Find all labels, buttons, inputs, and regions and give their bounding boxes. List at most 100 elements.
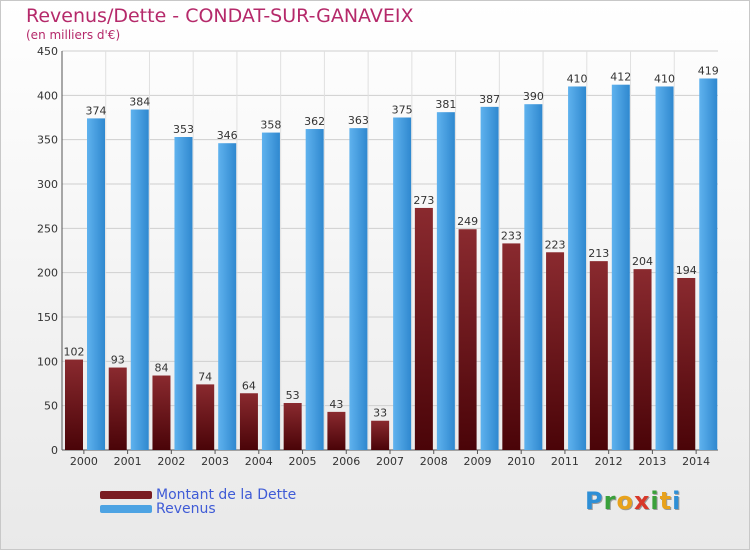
brand-logo: Proxiti [585, 487, 681, 515]
data-label-revenus: 412 [610, 71, 631, 84]
brand-letter: t [659, 487, 673, 515]
x-tick-label: 2011 [551, 455, 579, 468]
x-tick-label: 2008 [420, 455, 448, 468]
bar-dette [283, 403, 302, 450]
y-tick-label: 350 [37, 134, 58, 147]
legend-swatch-revenus [100, 505, 152, 513]
bar-dette [327, 411, 346, 450]
data-label-dette: 204 [632, 255, 653, 268]
y-tick-label: 300 [37, 178, 58, 191]
y-tick-label: 150 [37, 311, 58, 324]
bar-dette [589, 261, 608, 450]
bar-dette [502, 243, 521, 450]
y-tick-label: 0 [51, 444, 58, 457]
bar-revenus [261, 132, 280, 450]
data-label-revenus: 374 [86, 104, 107, 117]
brand-letter: i [650, 487, 660, 515]
data-label-revenus: 346 [217, 129, 238, 142]
x-tick-label: 2009 [463, 455, 491, 468]
brand-letter: o [616, 487, 634, 515]
x-tick-label: 2001 [114, 455, 142, 468]
bar-dette [414, 207, 433, 450]
data-label-dette: 93 [111, 354, 125, 367]
data-label-dette: 43 [329, 398, 343, 411]
y-tick-label: 50 [44, 400, 58, 413]
bar-revenus [436, 112, 455, 451]
data-label-dette: 53 [286, 389, 300, 402]
data-label-revenus: 363 [348, 114, 369, 127]
y-tick-label: 100 [37, 355, 58, 368]
bar-dette [677, 277, 696, 450]
x-tick-label: 2007 [376, 455, 404, 468]
data-label-dette: 64 [242, 379, 256, 392]
data-label-revenus: 410 [567, 72, 588, 85]
x-tick-label: 2000 [70, 455, 98, 468]
bar-revenus [305, 129, 324, 450]
bar-revenus [393, 117, 412, 450]
bar-revenus [655, 86, 674, 450]
data-label-dette: 74 [198, 370, 212, 383]
brand-letter: x [633, 487, 651, 515]
y-tick-label: 400 [37, 89, 58, 102]
chart-subtitle: (en milliers d'€) [26, 28, 121, 42]
bar-revenus [480, 106, 499, 451]
bar-revenus [568, 86, 587, 450]
data-label-dette: 273 [413, 194, 434, 207]
bar-revenus [130, 109, 149, 451]
y-tick-label: 250 [37, 222, 58, 235]
bar-dette [196, 384, 215, 450]
x-tick-label: 2006 [332, 455, 360, 468]
data-label-dette: 213 [588, 247, 609, 260]
bar-dette [65, 359, 83, 450]
data-label-revenus: 384 [129, 96, 150, 109]
bar-revenus [174, 137, 193, 451]
chart-title: Revenus/Dette - CONDAT-SUR-GANAVEIX [26, 5, 414, 27]
data-label-dette: 223 [545, 238, 566, 251]
bar-dette [371, 420, 390, 450]
x-tick-label: 2003 [201, 455, 229, 468]
data-label-revenus: 381 [435, 98, 456, 111]
data-label-revenus: 390 [523, 90, 544, 103]
data-label-dette: 102 [64, 346, 85, 359]
data-label-revenus: 353 [173, 123, 194, 136]
data-label-revenus: 419 [698, 64, 719, 77]
x-tick-label: 2013 [638, 455, 666, 468]
x-tick-label: 2005 [289, 455, 317, 468]
brand-letter: P [585, 487, 604, 515]
bar-revenus [218, 143, 237, 451]
y-tick-label: 200 [37, 267, 58, 280]
data-label-revenus: 375 [392, 104, 413, 117]
data-label-revenus: 410 [654, 72, 675, 85]
data-label-dette: 233 [501, 229, 522, 242]
data-label-revenus: 362 [304, 115, 325, 128]
data-label-dette: 249 [457, 215, 478, 228]
data-label-revenus: 387 [479, 93, 500, 106]
data-label-dette: 33 [373, 407, 387, 420]
x-tick-label: 2012 [595, 455, 623, 468]
bar-dette [458, 229, 477, 450]
brand-letter: r [603, 487, 617, 515]
x-tick-label: 2004 [245, 455, 273, 468]
y-tick-label: 450 [37, 45, 58, 58]
legend-label-dette: Montant de la Dette [156, 487, 297, 503]
brand-letter: i [672, 487, 682, 515]
bar-revenus [87, 118, 105, 451]
bar-revenus [349, 128, 368, 450]
legend-swatch-dette [100, 491, 152, 499]
data-label-revenus: 358 [260, 119, 281, 132]
bar-dette [108, 367, 127, 450]
legend-label-revenus: Revenus [156, 501, 216, 517]
bar-dette [546, 252, 565, 450]
bar-revenus [524, 104, 543, 450]
bar-dette [633, 269, 652, 450]
x-tick-label: 2010 [507, 455, 535, 468]
bar-revenus [611, 84, 630, 451]
legend-item-dette: Montant de la Dette [100, 487, 296, 503]
legend-item-revenus: Revenus [100, 501, 216, 517]
bar-dette [152, 375, 171, 450]
bar-dette [239, 393, 258, 450]
x-tick-label: 2014 [682, 455, 710, 468]
data-label-dette: 194 [676, 264, 697, 277]
data-label-dette: 84 [154, 362, 168, 375]
